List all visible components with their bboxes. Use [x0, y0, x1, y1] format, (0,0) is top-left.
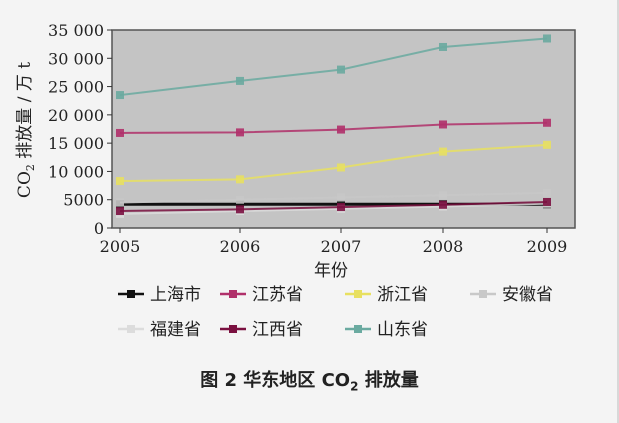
data-point [337, 203, 345, 212]
caption-suffix: 排放量 [358, 370, 419, 391]
data-point [236, 205, 244, 214]
data-point [543, 188, 551, 197]
data-point [116, 177, 124, 186]
caption-prefix: 图 2 华东地区 CO [200, 370, 351, 391]
x-tick-label: 2006 [220, 237, 261, 256]
legend-swatch-marker [127, 290, 135, 298]
y-axis-title-part: 排放量 / 万 t [15, 62, 35, 164]
data-point [337, 163, 345, 172]
data-point [439, 42, 447, 51]
y-tick-label: 20 000 [48, 106, 104, 125]
data-point [116, 207, 124, 216]
x-tick-label: 2008 [423, 237, 464, 256]
data-point [543, 197, 551, 206]
y-axis-title: CO2 排放量 / 万 t [15, 62, 37, 198]
data-point [236, 195, 244, 204]
data-point [337, 193, 345, 202]
data-point [337, 65, 345, 74]
data-point [543, 140, 551, 149]
data-point [236, 175, 244, 184]
y-tick-label: 30 000 [48, 49, 104, 68]
data-point [439, 200, 447, 209]
legend-swatch-marker [354, 325, 362, 333]
caption-subscript: 2 [350, 379, 359, 394]
data-point [439, 120, 447, 129]
legend-label: 安徽省 [502, 285, 553, 305]
legend-swatch-marker [127, 325, 135, 333]
figure-caption: 图 2 华东地区 CO2 排放量 [0, 366, 619, 394]
data-point [236, 200, 244, 209]
legend-swatch-marker [229, 325, 237, 333]
data-point [337, 125, 345, 134]
x-tick-label: 2005 [100, 237, 141, 256]
x-axis-title: 年份 [314, 261, 348, 281]
x-tick-label: 2009 [527, 237, 568, 256]
data-point [236, 128, 244, 137]
legend-label: 江西省 [252, 320, 303, 340]
y-axis-title-part: CO [15, 171, 35, 198]
legend-label: 福建省 [150, 320, 201, 340]
data-point [116, 128, 124, 137]
y-tick-label: 0 [94, 219, 104, 238]
data-point [116, 91, 124, 100]
legend-swatch-marker [229, 290, 237, 298]
legend-label: 山东省 [377, 320, 428, 340]
y-tick-label: 35 000 [48, 21, 104, 40]
legend-swatch-marker [479, 290, 487, 298]
data-point [116, 198, 124, 207]
y-tick-label: 15 000 [48, 134, 104, 153]
page-edge [617, 0, 619, 423]
legend-label: 江苏省 [252, 285, 303, 305]
x-tick-label: 2007 [321, 237, 362, 256]
legend-swatch-marker [354, 290, 362, 298]
y-axis-title-part: 2 [24, 164, 37, 171]
y-tick-label: 10 000 [48, 162, 104, 181]
data-point [439, 147, 447, 156]
data-point [439, 191, 447, 200]
data-point [543, 118, 551, 127]
legend-label: 浙江省 [377, 285, 428, 305]
data-point [543, 34, 551, 43]
legend-label: 上海市 [150, 285, 201, 305]
y-tick-label: 25 000 [48, 78, 104, 97]
y-tick-label: 5000 [63, 191, 104, 210]
data-point [236, 76, 244, 85]
